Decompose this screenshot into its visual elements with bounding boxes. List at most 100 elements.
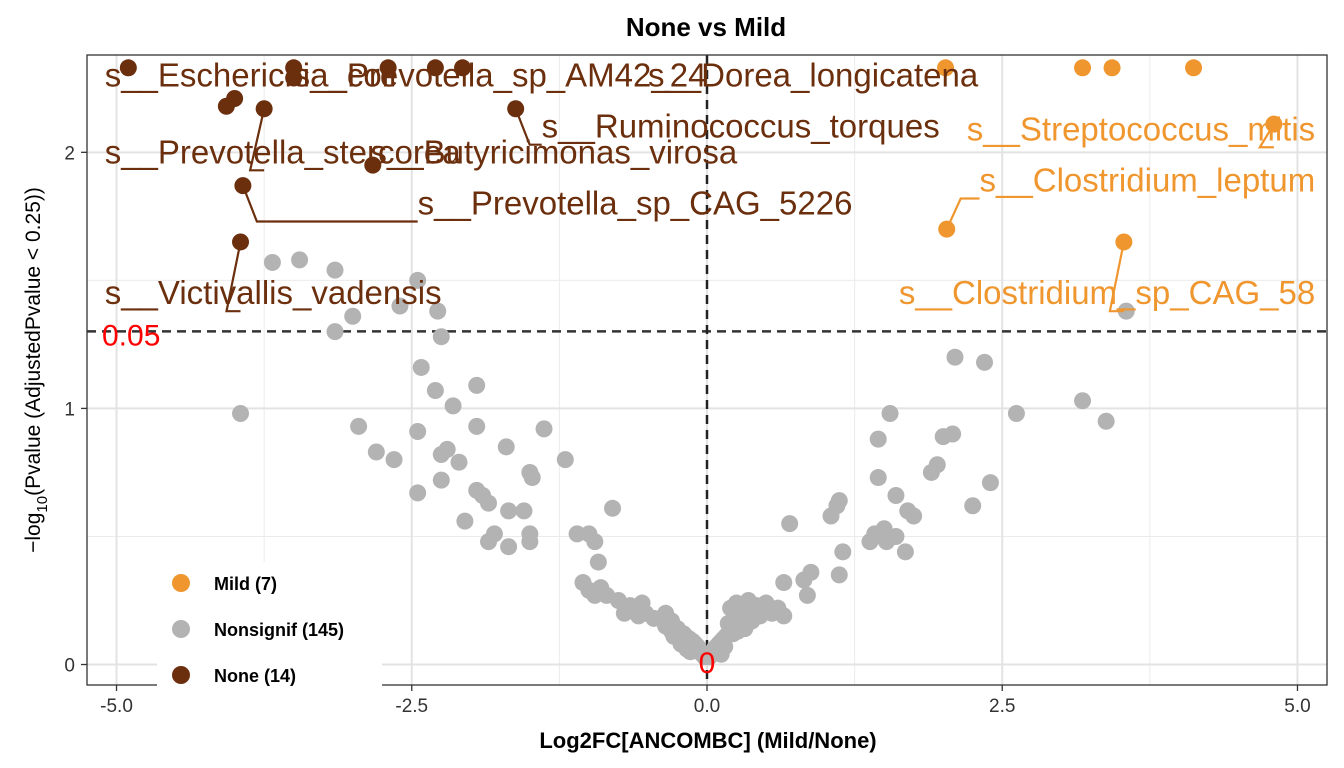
point-nonsignif [515, 502, 533, 520]
point-none [426, 59, 444, 77]
legend-label-none: None (14) [214, 666, 296, 686]
point-label: s__Prevotella_sp_CAG_5226 [418, 185, 853, 222]
point-nonsignif [291, 251, 309, 269]
point-nonsignif [589, 553, 607, 571]
point-nonsignif [881, 405, 899, 423]
legend-swatch-nonsignif [172, 620, 190, 638]
point-nonsignif [497, 438, 515, 456]
point-nonsignif [869, 430, 887, 448]
point-labels: s__Escherichia_colis__Prevotella_sp_AM42… [102, 56, 1315, 680]
point-nonsignif [830, 566, 848, 584]
legend-label-nonsignif: Nonsignif (145) [214, 620, 344, 640]
point-nonsignif [409, 484, 427, 502]
point-nonsignif [905, 507, 923, 525]
point-label: s__Escherichia_coli [105, 56, 397, 93]
label-leader-line [1257, 123, 1275, 149]
point-nonsignif [586, 533, 604, 551]
point-nonsignif [409, 422, 427, 440]
point-nonsignif [385, 451, 403, 469]
point-nonsignif [568, 525, 586, 543]
point-nonsignif [535, 420, 553, 438]
point-nonsignif [1074, 392, 1092, 410]
reference-lines [87, 55, 1327, 685]
point-nonsignif [781, 515, 799, 533]
legend-label-mild: Mild (7) [214, 574, 277, 594]
point-nonsignif [485, 525, 503, 543]
point-nonsignif [409, 271, 427, 289]
y-tick-label: 2 [64, 143, 75, 164]
point-mild [1265, 115, 1283, 133]
point-none [119, 59, 137, 77]
point-nonsignif [468, 417, 486, 435]
point-nonsignif [521, 533, 539, 551]
point-nonsignif [326, 261, 344, 279]
label-leader-line [514, 108, 542, 146]
y-tick-label: 1 [64, 399, 75, 420]
point-label: s__Prevotella_sp_AM42_24 [294, 56, 707, 93]
label-leader-line [1108, 241, 1125, 313]
point-nonsignif [976, 353, 994, 371]
y-axis-ticks: 0 1 2 [64, 143, 87, 677]
hline-annotation: 0.05 [102, 319, 160, 352]
point-nonsignif [928, 456, 946, 474]
point-nonsignif [633, 594, 651, 612]
y-axis-title: −log10(Pvalue (AdjustedPvalue < 0.25)) [22, 187, 51, 553]
point-nonsignif [685, 640, 703, 658]
legend-swatch-mild [172, 574, 190, 592]
point-nonsignif [438, 440, 456, 458]
point-mild [1103, 59, 1121, 77]
point-label: s__Clostridium_leptum [980, 161, 1316, 198]
point-nonsignif [981, 474, 999, 492]
point-nonsignif [391, 297, 409, 315]
point-nonsignif [615, 604, 633, 622]
label-leader-line [945, 197, 980, 230]
point-nonsignif [523, 469, 541, 487]
point-nonsignif [604, 499, 622, 517]
point-label: s__Streptococcus_mitis [967, 110, 1315, 147]
point-nonsignif [450, 453, 468, 471]
x-axis-title: Log2FC[ANCOMBC] (Mild/None) [539, 728, 876, 753]
point-nonsignif [834, 543, 852, 561]
point-nonsignif [263, 253, 281, 271]
point-nonsignif [869, 469, 887, 487]
label-leader-line [225, 241, 242, 313]
point-label: s__Butyricimonas_virosa [370, 133, 737, 170]
point-none [379, 59, 397, 77]
point-none [364, 156, 382, 174]
point-nonsignif [367, 443, 385, 461]
point-nonsignif [480, 494, 498, 512]
point-nonsignif [586, 586, 604, 604]
point-nonsignif [432, 471, 450, 489]
point-label: s__Dorea_longicatena [648, 56, 979, 93]
point-nonsignif [798, 586, 816, 604]
data-points [119, 59, 1283, 666]
point-nonsignif [444, 397, 462, 415]
point-nonsignif [1117, 302, 1135, 320]
point-nonsignif [830, 492, 848, 510]
point-mild [1074, 59, 1092, 77]
point-nonsignif [946, 348, 964, 366]
point-nonsignif [429, 302, 447, 320]
point-nonsignif [887, 527, 905, 545]
point-nonsignif [944, 425, 962, 443]
point-nonsignif [757, 594, 775, 612]
point-nonsignif [802, 563, 820, 581]
point-nonsignif [232, 405, 250, 423]
x-tick-label: -5.0 [100, 696, 133, 717]
point-nonsignif [500, 538, 518, 556]
point-nonsignif [344, 307, 362, 325]
label-leader-line [248, 108, 266, 172]
legend: Mild (7) Nonsignif (145) None (14) [157, 562, 382, 687]
y-axis-title-subscript: 10 [34, 496, 51, 513]
point-mild [937, 59, 955, 77]
point-label: s__Clostridium_sp_CAG_58 [899, 274, 1315, 311]
point-label: s__Ruminococcus_torques [542, 108, 940, 145]
point-nonsignif [1007, 405, 1025, 423]
point-nonsignif [556, 451, 574, 469]
point-nonsignif [775, 607, 793, 625]
point-nonsignif [775, 574, 793, 592]
point-nonsignif [326, 323, 344, 341]
legend-swatch-none [172, 666, 190, 684]
point-mild [1185, 59, 1203, 77]
